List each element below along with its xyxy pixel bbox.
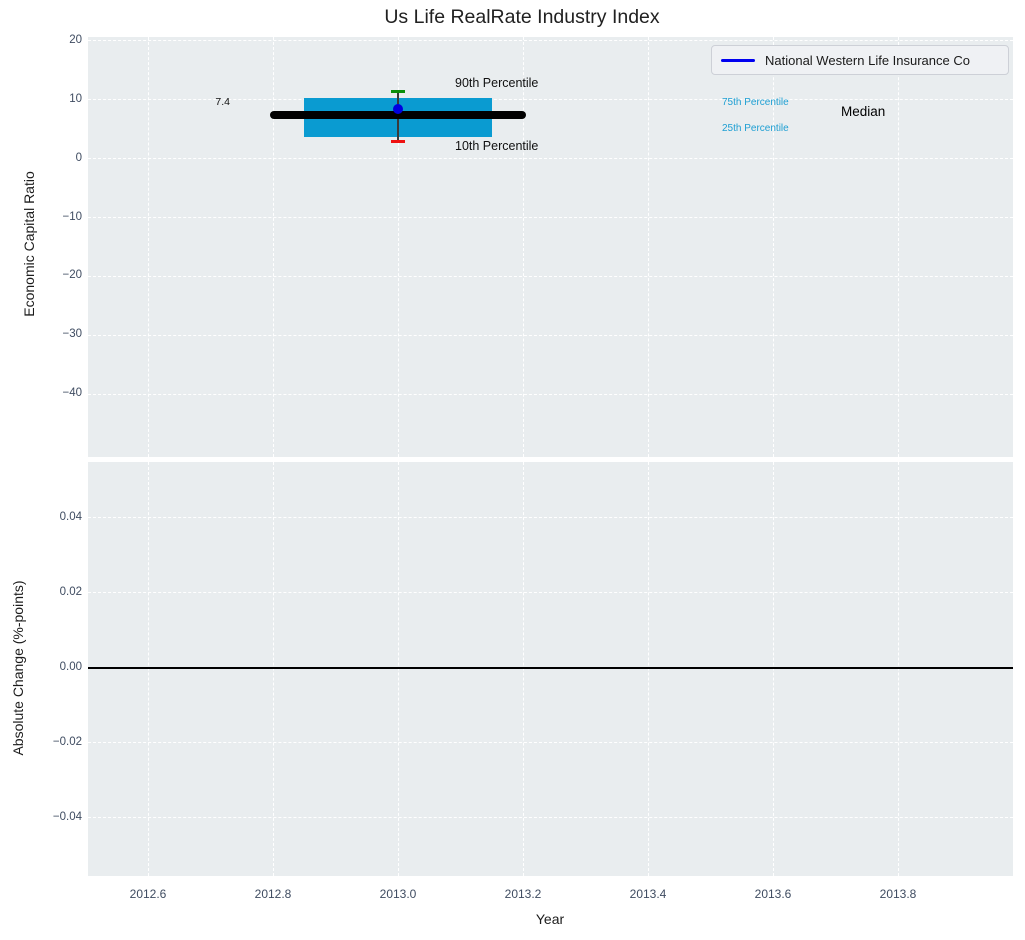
chart-title: Us Life RealRate Industry Index xyxy=(384,6,660,28)
gridline-vertical xyxy=(647,462,649,876)
gridline-vertical xyxy=(397,462,399,876)
gridline-horizontal xyxy=(88,334,1013,336)
gridline-horizontal xyxy=(88,158,1013,160)
p10-cap xyxy=(390,139,406,144)
y-tick-label: 0.00 xyxy=(59,660,82,673)
x-tick-label: 2012.8 xyxy=(254,887,292,901)
gridline-horizontal xyxy=(88,275,1013,277)
gridline-vertical xyxy=(147,462,149,876)
y-tick-label: −0.04 xyxy=(52,810,82,823)
p10-annotation: 10th Percentile xyxy=(455,139,539,153)
gridline-vertical xyxy=(522,462,524,876)
gridline-vertical xyxy=(772,462,774,876)
gridline-horizontal xyxy=(88,592,1013,594)
p90-annotation: 90th Percentile xyxy=(455,76,539,90)
p90-cap xyxy=(390,89,406,94)
x-tick-label: 2013.2 xyxy=(504,887,542,901)
y-axis-label-top: Economic Capital Ratio xyxy=(21,171,37,317)
y-tick-label: −40 xyxy=(62,387,82,400)
legend-label: National Western Life Insurance Co xyxy=(765,52,970,68)
y-tick-label: 0.04 xyxy=(59,510,82,523)
median-value-annotation: 7.4 xyxy=(215,96,230,108)
y-tick-label: 10 xyxy=(69,92,82,105)
median-annotation: Median xyxy=(841,104,886,119)
gridline-horizontal xyxy=(88,40,1013,42)
gridline-vertical xyxy=(772,37,774,457)
legend: National Western Life Insurance Co xyxy=(711,45,1009,75)
y-tick-label: 0.02 xyxy=(59,585,82,598)
y-tick-label: −0.02 xyxy=(52,735,82,748)
legend-line-icon xyxy=(721,58,755,62)
gridline-vertical xyxy=(397,37,399,457)
y-tick-label: −30 xyxy=(62,328,82,341)
zero-line xyxy=(88,666,1013,669)
x-tick-label: 2012.6 xyxy=(129,887,167,901)
x-tick-label: 2013.4 xyxy=(629,887,667,901)
gridline-vertical xyxy=(897,37,899,457)
y-tick-label: −10 xyxy=(62,210,82,223)
gridline-vertical xyxy=(272,37,274,457)
axes-absolute-change xyxy=(88,462,1013,876)
gridline-vertical xyxy=(522,37,524,457)
p25-annotation: 25th Percentile xyxy=(722,123,789,134)
gridline-horizontal xyxy=(88,742,1013,744)
gridline-vertical xyxy=(272,462,274,876)
x-tick-label: 2013.0 xyxy=(379,887,417,901)
x-tick-label: 2013.6 xyxy=(754,887,792,901)
y-tick-label: 20 xyxy=(69,33,82,46)
y-tick-label: 0 xyxy=(75,151,82,164)
gridline-horizontal xyxy=(88,217,1013,218)
gridline-horizontal xyxy=(88,817,1013,819)
y-tick-label: −20 xyxy=(62,269,82,282)
company-marker-dot xyxy=(393,103,403,114)
gridline-horizontal xyxy=(88,99,1013,101)
gridline-horizontal xyxy=(88,393,1013,395)
gridline-vertical xyxy=(897,462,899,876)
x-axis-label: Year xyxy=(535,911,565,927)
gridline-vertical xyxy=(647,37,649,457)
gridline-horizontal xyxy=(88,517,1013,519)
x-tick-label: 2013.8 xyxy=(879,887,917,901)
axes-economic-capital-ratio xyxy=(88,37,1013,457)
gridline-vertical xyxy=(147,37,149,457)
median-line xyxy=(269,110,527,119)
p75-annotation: 75th Percentile xyxy=(722,97,789,108)
